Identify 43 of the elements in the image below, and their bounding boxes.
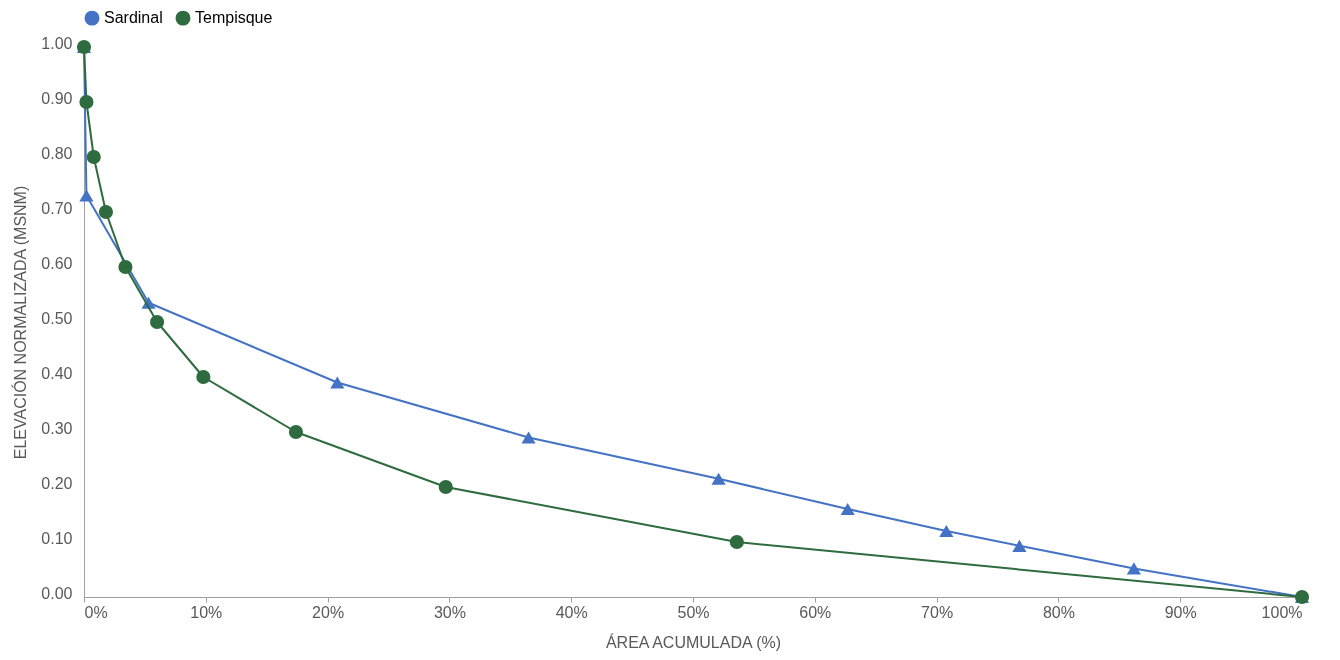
- x-tick-label: 20%: [312, 603, 345, 621]
- point: [521, 431, 536, 444]
- point: [86, 149, 101, 165]
- point: [711, 472, 726, 485]
- x-tick-label: 80%: [1042, 603, 1075, 621]
- point: [438, 479, 453, 495]
- point: [79, 94, 94, 110]
- x-tick-label: 90%: [1164, 603, 1197, 621]
- y-tick-label: 0.70: [41, 199, 73, 217]
- point: [79, 189, 94, 202]
- y-tick-label: 0.10: [41, 529, 73, 547]
- x-tick-label: 100%: [1261, 603, 1303, 621]
- y-tick-label: 0.00: [41, 584, 73, 602]
- y-tick-label: 0.80: [41, 144, 73, 162]
- y-axis-title: ELEVACIÓN NORMALIZADA (MSNM): [11, 185, 30, 460]
- point: [150, 314, 165, 330]
- point: [840, 502, 855, 516]
- x-tick-label: 30%: [433, 603, 466, 621]
- y-tick-label: 0.50: [41, 309, 73, 327]
- legend-label: Sardinal: [104, 9, 163, 27]
- point: [1012, 539, 1027, 552]
- point: [288, 424, 303, 440]
- y-tick-label: 1.00: [41, 34, 73, 52]
- x-tick-label: 50%: [677, 603, 710, 621]
- x-tick-label: 70%: [921, 603, 954, 621]
- point: [729, 534, 744, 550]
- point: [118, 259, 133, 275]
- y-tick-label: 0.20: [41, 474, 73, 492]
- x-axis-title: ÁREA ACUMULADA (%): [605, 632, 782, 651]
- y-tick-label: 0.90: [41, 89, 73, 107]
- point: [196, 369, 211, 385]
- y-tick-label: 0.30: [41, 419, 73, 437]
- point: [939, 524, 954, 538]
- x-tick-label: 0%: [84, 603, 108, 621]
- y-tick-label: 0.60: [41, 254, 73, 272]
- point: [98, 204, 113, 220]
- x-tick-label: 40%: [555, 603, 588, 621]
- x-tick-label: 10%: [190, 603, 223, 621]
- point: [1126, 562, 1141, 575]
- y-tick-label: 0.40: [41, 364, 73, 382]
- x-tick-label: 60%: [799, 603, 832, 621]
- legend-label: Tempisque: [195, 9, 273, 27]
- point: [330, 376, 345, 389]
